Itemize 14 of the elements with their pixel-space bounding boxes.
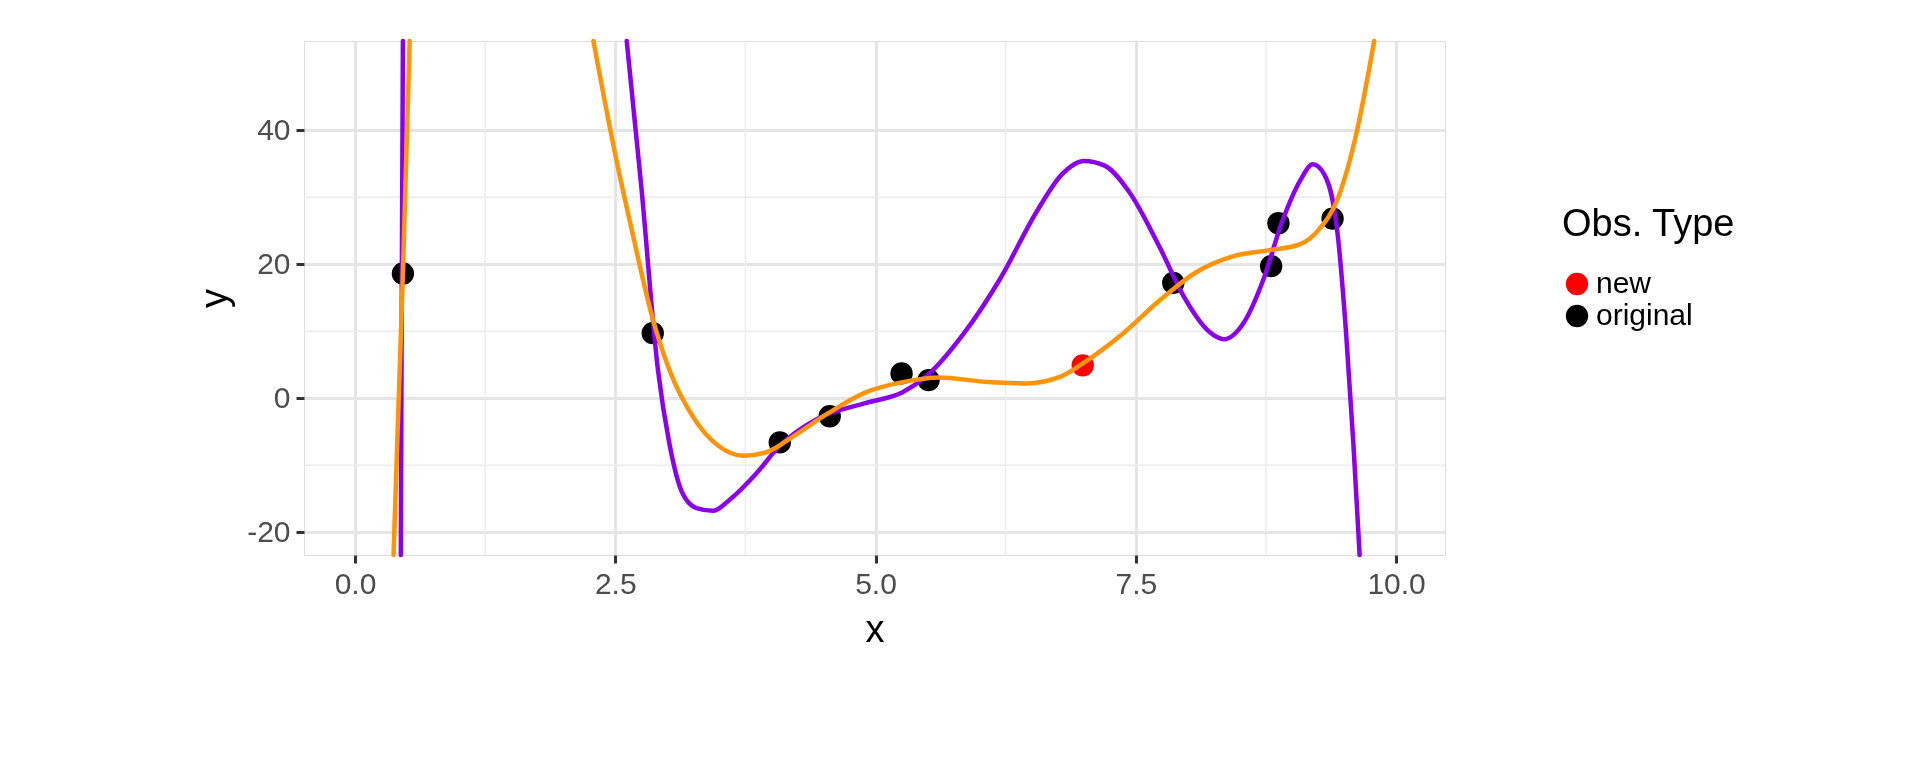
y-axis-title: y bbox=[193, 289, 236, 308]
x-tick-label: 2.5 bbox=[594, 566, 637, 600]
y-tick-label: -20 bbox=[247, 514, 291, 548]
x-tick-label: 0.0 bbox=[334, 566, 377, 600]
x-tick-label: 10.0 bbox=[1367, 566, 1426, 600]
x-tick-label: 7.5 bbox=[1115, 566, 1158, 600]
y-tick-label: 0 bbox=[273, 380, 291, 414]
legend-label: new bbox=[1596, 266, 1652, 299]
legend-label: original bbox=[1596, 298, 1693, 331]
x-axis-title: x bbox=[865, 607, 885, 650]
y-tick-label: 40 bbox=[257, 112, 291, 146]
y-tick-label: 20 bbox=[257, 246, 291, 280]
x-tick-label: 5.0 bbox=[855, 566, 897, 600]
legend-title: Obs. Type bbox=[1562, 202, 1735, 244]
